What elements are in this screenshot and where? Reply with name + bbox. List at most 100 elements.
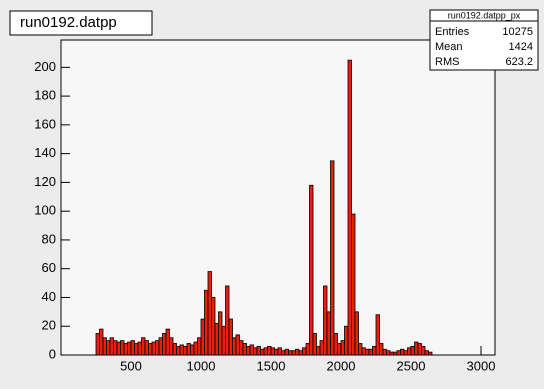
bar bbox=[267, 345, 272, 356]
bar bbox=[337, 343, 342, 356]
bar bbox=[277, 347, 282, 356]
bar bbox=[361, 347, 366, 356]
bar bbox=[151, 341, 156, 356]
bar bbox=[393, 351, 398, 356]
bar bbox=[351, 213, 356, 356]
bar bbox=[410, 345, 415, 356]
bar bbox=[218, 311, 223, 356]
bar bbox=[414, 341, 419, 356]
bar bbox=[316, 345, 321, 356]
bar bbox=[263, 347, 268, 356]
bar bbox=[109, 337, 114, 356]
bar bbox=[302, 347, 307, 356]
x-tick-label: 1500 bbox=[257, 358, 286, 373]
bar bbox=[106, 340, 111, 356]
bar bbox=[148, 343, 153, 356]
bar bbox=[260, 348, 265, 356]
bar bbox=[235, 334, 240, 356]
bar bbox=[424, 350, 429, 356]
bar bbox=[197, 337, 202, 356]
bar bbox=[291, 350, 296, 356]
x-tick-label: 1000 bbox=[187, 358, 216, 373]
bar bbox=[256, 345, 261, 356]
y-tick-label: 40 bbox=[42, 289, 56, 304]
bar bbox=[379, 343, 384, 356]
bar bbox=[305, 343, 310, 356]
stats-label: Mean bbox=[435, 41, 463, 53]
x-tick-label: 2000 bbox=[327, 358, 356, 373]
stats-value: 1424 bbox=[509, 41, 533, 53]
bar bbox=[176, 345, 181, 356]
bar bbox=[400, 348, 405, 356]
bar bbox=[309, 184, 314, 356]
y-tick-label: 180 bbox=[34, 88, 56, 103]
y-tick-label: 60 bbox=[42, 260, 56, 275]
bar bbox=[200, 318, 205, 356]
bar bbox=[214, 322, 219, 356]
bar bbox=[207, 271, 212, 356]
bar bbox=[225, 285, 230, 356]
bar bbox=[319, 340, 324, 356]
bar bbox=[246, 345, 251, 356]
bar bbox=[116, 341, 121, 356]
bar bbox=[232, 337, 237, 356]
bar bbox=[375, 314, 380, 356]
y-tick-label: 200 bbox=[34, 59, 56, 74]
bar bbox=[141, 337, 146, 356]
bar bbox=[130, 340, 135, 356]
bar bbox=[211, 297, 216, 356]
stats-title: run0192.datpp_px bbox=[448, 10, 521, 20]
bar bbox=[169, 337, 174, 356]
bar bbox=[179, 344, 184, 356]
frame bbox=[60, 39, 496, 356]
bar bbox=[249, 344, 254, 356]
bar bbox=[221, 325, 226, 356]
bar bbox=[102, 337, 107, 356]
stats-value: 10275 bbox=[502, 26, 533, 38]
bar bbox=[330, 160, 335, 356]
bar bbox=[312, 333, 317, 356]
bar bbox=[155, 340, 160, 356]
bar bbox=[274, 348, 279, 356]
bar bbox=[340, 340, 345, 356]
x-tick-label: 500 bbox=[120, 358, 142, 373]
bar bbox=[365, 348, 370, 356]
stats-label: RMS bbox=[435, 56, 459, 68]
bar bbox=[120, 340, 125, 356]
bar bbox=[137, 341, 142, 356]
bar bbox=[242, 343, 247, 356]
y-tick-label: 80 bbox=[42, 231, 56, 246]
bar bbox=[127, 341, 132, 356]
bar bbox=[368, 348, 373, 356]
bar bbox=[421, 345, 426, 356]
bar bbox=[333, 333, 338, 356]
bar bbox=[172, 343, 177, 356]
bar bbox=[253, 347, 258, 356]
bar bbox=[165, 328, 170, 356]
bar bbox=[193, 341, 198, 356]
bar bbox=[183, 345, 188, 356]
stats-label: Entries bbox=[435, 26, 470, 38]
bar bbox=[95, 333, 100, 356]
chart-title: run0192.datpp bbox=[20, 14, 117, 31]
bar bbox=[389, 351, 394, 356]
bar bbox=[190, 344, 195, 356]
bar bbox=[113, 340, 118, 356]
bar bbox=[144, 340, 149, 356]
y-tick-label: 140 bbox=[34, 145, 56, 160]
bar bbox=[281, 350, 286, 356]
bar bbox=[99, 328, 104, 356]
bar bbox=[288, 350, 293, 356]
x-tick-label: 3000 bbox=[467, 358, 496, 373]
bar bbox=[396, 350, 401, 356]
y-tick-label: 0 bbox=[49, 346, 56, 361]
bar bbox=[323, 285, 328, 356]
y-tick-label: 160 bbox=[34, 116, 56, 131]
y-tick-label: 20 bbox=[42, 318, 56, 333]
stats-box bbox=[429, 9, 539, 71]
x-tick-label: 2500 bbox=[397, 358, 426, 373]
bar bbox=[158, 337, 163, 356]
bar bbox=[228, 318, 233, 356]
